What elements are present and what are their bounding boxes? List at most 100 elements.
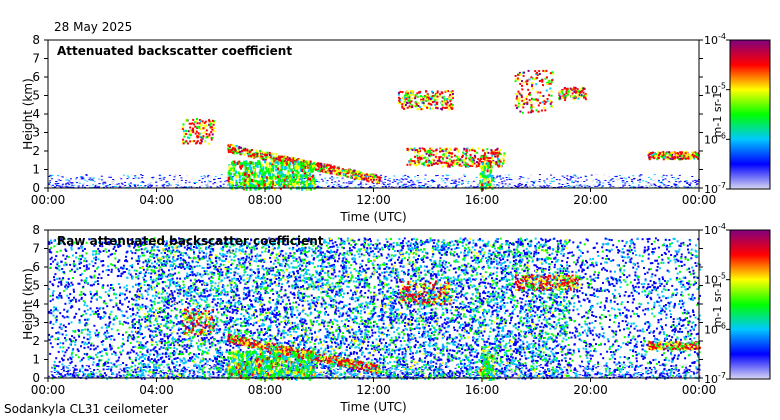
surface-speck xyxy=(563,176,566,178)
cloud-speck xyxy=(448,158,451,161)
surface-speck xyxy=(58,175,61,177)
cloud-speck xyxy=(406,90,409,93)
surface-speck xyxy=(48,185,51,187)
cloud-speck xyxy=(211,136,214,139)
surface-speck xyxy=(233,376,236,378)
cloud-speck xyxy=(543,106,546,109)
surface-speck xyxy=(113,186,116,188)
surface-speck xyxy=(108,176,111,178)
cloud-speck xyxy=(184,119,187,122)
precip-speck xyxy=(266,169,268,173)
cloud-speck xyxy=(270,153,273,155)
surface-speck xyxy=(336,177,339,179)
surface-speck xyxy=(119,368,122,370)
cloud-speck xyxy=(250,151,253,154)
cloud-speck xyxy=(517,90,520,93)
cloud-speck xyxy=(349,176,352,179)
surface-speck xyxy=(621,177,623,179)
cloud-speck xyxy=(278,159,281,162)
cloud-speck xyxy=(499,149,502,152)
surface-speck xyxy=(572,182,575,183)
surface-speck xyxy=(144,185,147,186)
colorbar: 10-410-510-610-7m-1 sr-1 xyxy=(704,32,771,196)
surface-speck xyxy=(132,186,135,188)
surface-speck xyxy=(629,186,632,188)
surface-speck xyxy=(569,178,572,180)
surface-speck xyxy=(310,186,313,188)
cloud-speck xyxy=(365,177,367,180)
surface-speck xyxy=(642,373,644,375)
surface-speck xyxy=(598,180,601,182)
surface-speck xyxy=(640,376,643,378)
surface-speck xyxy=(504,174,507,176)
surface-speck xyxy=(577,184,580,186)
surface-speck xyxy=(151,374,154,376)
surface-speck xyxy=(536,185,539,187)
precip-speck xyxy=(274,176,277,179)
surface-speck xyxy=(100,179,103,181)
cloud-speck xyxy=(375,178,378,181)
surface-speck xyxy=(476,186,479,188)
surface-speck xyxy=(90,186,93,188)
cloud-speck xyxy=(419,106,422,109)
x-tick-label: 04:00 xyxy=(139,193,174,207)
cloud-speck xyxy=(584,98,587,101)
surface-speck xyxy=(150,185,153,187)
surface-speck xyxy=(120,178,123,180)
surface-speck xyxy=(200,175,203,177)
cloud-speck xyxy=(448,97,451,100)
surface-speck xyxy=(49,180,52,182)
surface-speck xyxy=(405,183,408,185)
surface-speck xyxy=(577,186,580,188)
cloud-speck xyxy=(558,93,561,96)
surface-speck xyxy=(407,175,410,177)
surface-speck xyxy=(569,175,572,177)
surface-speck xyxy=(608,370,611,372)
cloud-speck xyxy=(549,100,552,103)
cloud-speck xyxy=(362,175,365,178)
surface-speck xyxy=(369,176,372,177)
surface-speck xyxy=(179,371,182,373)
precip-speck xyxy=(279,179,282,183)
surface-speck xyxy=(692,371,695,373)
cloud-speck xyxy=(465,150,468,153)
surface-speck xyxy=(584,186,587,188)
surface-speck xyxy=(98,178,101,180)
cloud-speck xyxy=(431,97,434,100)
surface-speck xyxy=(566,175,569,177)
cloud-speck xyxy=(227,151,230,154)
cloud-speck xyxy=(579,91,582,94)
surface-speck xyxy=(494,186,497,188)
cloud-speck xyxy=(464,164,467,166)
precip-speck xyxy=(259,177,262,181)
surface-speck xyxy=(94,185,97,187)
surface-speck xyxy=(298,178,301,180)
surface-speck xyxy=(134,175,137,177)
surface-speck xyxy=(83,179,86,181)
surface-speck xyxy=(344,175,347,177)
cloud-speck xyxy=(474,151,477,154)
cloud-speck xyxy=(429,147,432,150)
cloud-speck xyxy=(474,156,477,159)
x-tick-label: 12:00 xyxy=(356,193,391,207)
cloud-speck xyxy=(348,168,351,171)
cloud-speck xyxy=(405,101,408,104)
cloud-speck xyxy=(370,173,373,176)
cloud-speck xyxy=(548,79,551,82)
surface-speck xyxy=(322,371,325,373)
surface-speck xyxy=(68,183,71,185)
cloud-speck xyxy=(244,149,247,152)
precip-speck xyxy=(251,179,254,182)
precip-speck xyxy=(256,164,259,168)
cloud-speck xyxy=(565,92,568,95)
precip-speck xyxy=(311,165,314,168)
surface-speck xyxy=(107,186,110,188)
surface-speck xyxy=(698,181,701,183)
cloud-speck xyxy=(185,140,188,143)
cloud-speck xyxy=(262,158,265,161)
cloud-speck xyxy=(446,101,449,104)
cloud-speck xyxy=(436,90,439,93)
cloud-speck xyxy=(429,99,432,102)
surface-speck xyxy=(626,181,629,183)
cloud-speck xyxy=(656,155,659,158)
